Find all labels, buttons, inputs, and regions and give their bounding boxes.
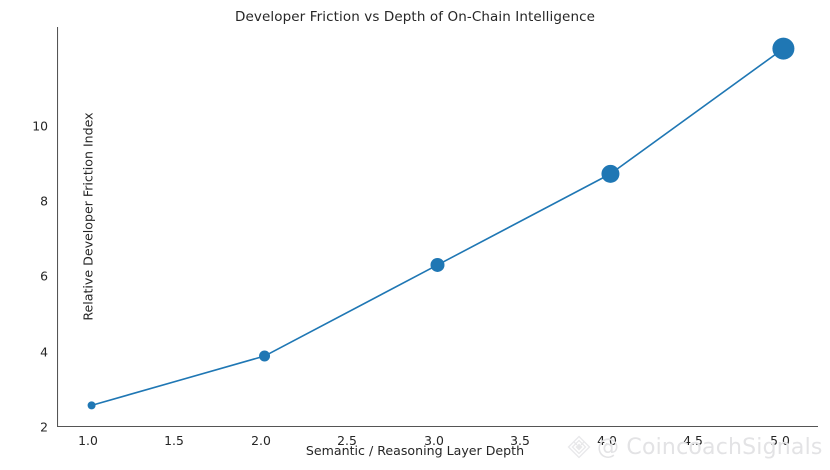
y-tick-label: 8	[40, 193, 48, 209]
y-axis-label: Relative Developer Friction Index	[80, 112, 96, 321]
y-tick-label: 4	[40, 344, 48, 360]
data-series-markers	[87, 37, 795, 410]
y-axis-tick-labels: 10 8 6 4 2	[8, 27, 48, 435]
x-tick-label: 1.0	[78, 433, 98, 448]
x-tick-label: 1.5	[164, 433, 184, 448]
chart-title: Developer Friction vs Depth of On-Chain …	[234, 9, 596, 25]
plot-area: Relative Developer Friction Index	[57, 27, 818, 427]
x-tick-label: 4.5	[683, 433, 703, 448]
data-point-marker	[87, 401, 96, 410]
x-tick-label: 5.0	[770, 433, 790, 448]
plot-svg	[57, 27, 818, 427]
data-series-line	[90, 47, 785, 407]
data-point-marker	[601, 164, 620, 183]
y-tick-label: 6	[40, 268, 48, 284]
y-tick-label: 2	[40, 419, 48, 435]
x-tick-label: 2.0	[251, 433, 271, 448]
x-axis-tick-labels: 1.0 1.5 2.0 2.5 3.0 3.5 4.0 4.5 5.0	[57, 433, 818, 453]
axis-spines	[57, 27, 818, 427]
y-tick-label: 10	[32, 118, 48, 134]
x-tick-label: 4.0	[597, 433, 617, 448]
data-point-marker	[772, 37, 795, 60]
x-tick-label: 3.0	[424, 433, 444, 448]
x-axis-label: Semantic / Reasoning Layer Depth	[305, 443, 525, 458]
x-tick-label: 2.5	[337, 433, 357, 448]
data-point-marker	[430, 257, 445, 272]
data-point-marker	[259, 350, 271, 362]
x-tick-label: 3.5	[510, 433, 530, 448]
